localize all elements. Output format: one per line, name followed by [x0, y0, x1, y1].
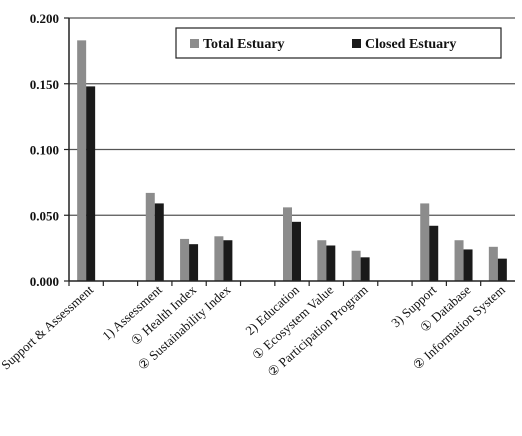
- legend-swatch: [190, 39, 199, 48]
- bar-total-estuary: [317, 240, 327, 281]
- bar-total-estuary: [214, 236, 224, 281]
- bar-total-estuary: [145, 192, 155, 281]
- y-tick-label: 0.100: [30, 143, 59, 158]
- bar-closed-estuary: [154, 203, 164, 281]
- bar-total-estuary: [283, 207, 292, 281]
- bar-total-estuary: [351, 250, 361, 281]
- bar-closed-estuary: [86, 86, 96, 281]
- axes: [64, 17, 515, 286]
- bar-closed-estuary: [360, 257, 370, 281]
- y-tick-label: 0.150: [30, 77, 59, 92]
- y-tick-label: 0.200: [30, 11, 59, 26]
- legend-swatch: [352, 39, 361, 48]
- y-tick-label: 0.000: [30, 274, 59, 289]
- bar-total-estuary: [454, 240, 464, 281]
- bar-closed-estuary: [429, 225, 439, 281]
- bar-closed-estuary: [223, 240, 233, 281]
- bar-total-estuary: [180, 238, 190, 281]
- y-tick-label: 0.050: [30, 208, 59, 223]
- legend: Total Estuary Closed Estuary: [175, 27, 502, 59]
- legend-box: [175, 27, 502, 59]
- x-category-label: Support & Assessment: [0, 282, 96, 373]
- bar-total-estuary: [77, 40, 87, 282]
- bar-closed-estuary: [497, 258, 507, 281]
- bar-total-estuary: [420, 203, 430, 281]
- bar-closed-estuary: [326, 245, 336, 281]
- legend-label: Total Estuary: [203, 37, 285, 52]
- legend-label: Closed Estuary: [365, 37, 456, 52]
- bars: [77, 40, 507, 282]
- bar-closed-estuary: [292, 221, 301, 281]
- bar-total-estuary: [488, 246, 498, 281]
- y-tick-labels: 0.000 0.050 0.100 0.150 0.200: [30, 11, 59, 289]
- bar-closed-estuary: [463, 249, 473, 281]
- bar-closed-estuary: [189, 244, 199, 281]
